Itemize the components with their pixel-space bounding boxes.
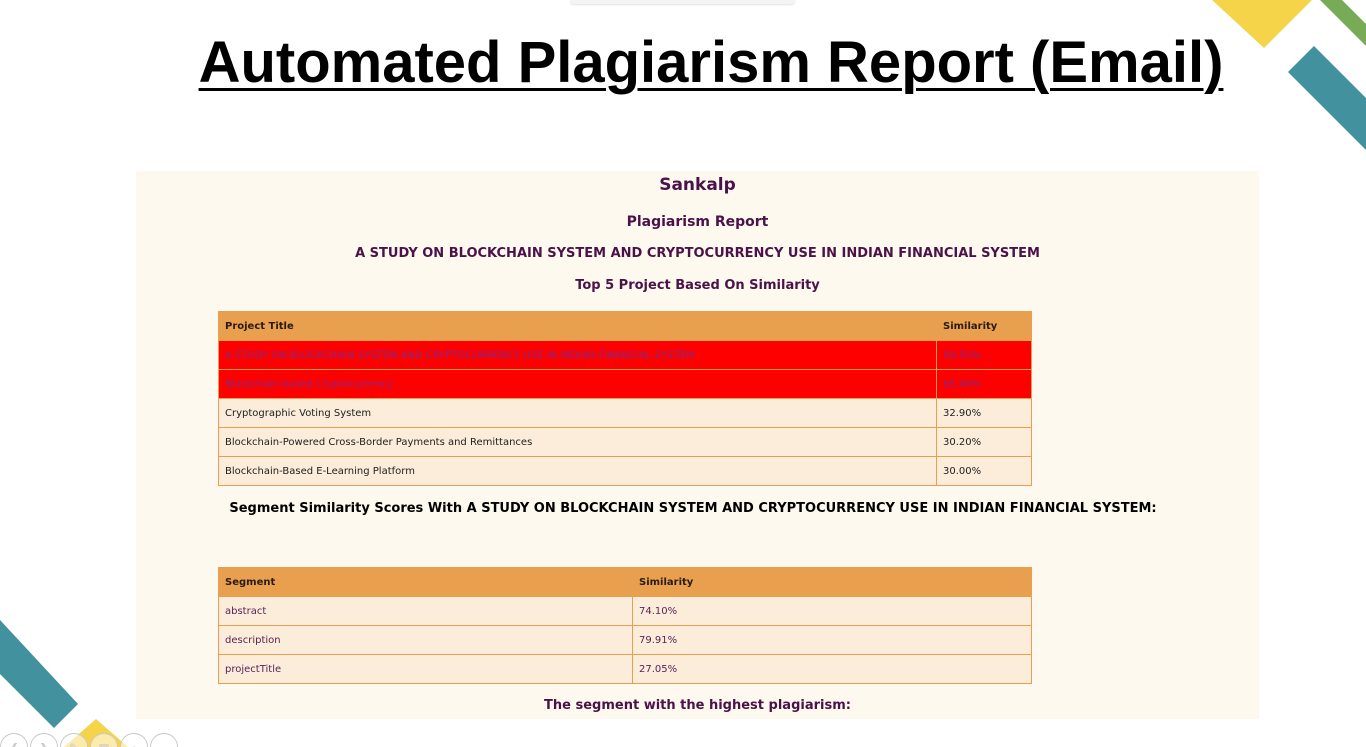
similarity-cell: 32.90% <box>936 398 1032 428</box>
email-report-panel: Sankalp Plagiarism Report A STUDY ON BLO… <box>136 171 1259 719</box>
table-row: description 79.91% <box>218 625 1032 655</box>
similarity-cell: 74.10% <box>632 596 1032 626</box>
top-projects-table: Project Title Similarity A STUDY ON BLOC… <box>218 311 1032 486</box>
table-row: Blockchain-Powered Cross-Border Payments… <box>218 427 1032 457</box>
pen-icon[interactable]: ✎ <box>60 733 88 747</box>
table-header-row: Segment Similarity <box>218 567 1032 597</box>
magnifier-icon[interactable]: ⌕ <box>120 733 148 747</box>
segment-name-cell: abstract <box>218 596 633 626</box>
project-title-cell: Blockchain-based Cryptocurrency <box>218 369 937 399</box>
teal-ribbon-shape <box>0 620 78 728</box>
segment-name-cell: description <box>218 625 633 655</box>
bottom-left-decoration <box>0 620 128 747</box>
project-name: A STUDY ON BLOCKCHAIN SYSTEM AND CRYPTOC… <box>355 246 1040 261</box>
column-header-segment: Segment <box>218 567 633 597</box>
table-row: projectTitle 27.05% <box>218 654 1032 684</box>
segment-scores-heading: Segment Similarity Scores With A STUDY O… <box>229 501 1157 516</box>
similarity-cell: 30.00% <box>936 456 1032 486</box>
report-title: Plagiarism Report <box>626 214 769 230</box>
column-header-similarity: Similarity <box>936 311 1032 341</box>
slideshow-toolbar: ❮ ❯ ✎ ▦ ⌕ ⋯ <box>0 733 178 747</box>
project-title-cell: Blockchain-Based E-Learning Platform <box>218 456 937 486</box>
table-row: Blockchain-Based E-Learning Platform 30.… <box>218 456 1032 486</box>
table-row: Cryptographic Voting System 32.90% <box>218 398 1032 428</box>
similarity-cell: 99.50% <box>936 340 1032 370</box>
top-right-decoration <box>1212 0 1366 150</box>
top-projects-heading: Top 5 Project Based On Similarity <box>575 278 820 293</box>
highest-plagiarism-heading: The segment with the highest plagiarism: <box>544 698 851 713</box>
project-title-cell: Cryptographic Voting System <box>218 398 937 428</box>
segment-name-cell: projectTitle <box>218 654 633 684</box>
yellow-triangle-shape <box>1212 0 1312 48</box>
green-ribbon-shape <box>1320 0 1366 46</box>
grid-icon[interactable]: ▦ <box>90 733 118 747</box>
teal-ribbon-shape <box>1288 46 1366 150</box>
table-row: A STUDY ON BLOCKCHAIN SYSTEM AND CRYPTOC… <box>218 340 1032 370</box>
org-name: Sankalp <box>659 175 736 195</box>
similarity-cell: 27.05% <box>632 654 1032 684</box>
project-title-cell: Blockchain-Powered Cross-Border Payments… <box>218 427 937 457</box>
column-header-project-title: Project Title <box>218 311 937 341</box>
table-header-row: Project Title Similarity <box>218 311 1032 341</box>
project-title-cell: A STUDY ON BLOCKCHAIN SYSTEM AND CRYPTOC… <box>218 340 937 370</box>
table-row: abstract 74.10% <box>218 596 1032 626</box>
similarity-cell: 65.40% <box>936 369 1032 399</box>
more-icon[interactable]: ⋯ <box>150 733 178 747</box>
similarity-cell: 30.20% <box>936 427 1032 457</box>
chevron-left-icon[interactable]: ❮ <box>0 733 28 747</box>
slide-title: Automated Plagiarism Report (Email) <box>198 30 1224 95</box>
column-header-similarity: Similarity <box>632 567 1032 597</box>
chevron-right-icon[interactable]: ❯ <box>30 733 58 747</box>
segment-scores-table: Segment Similarity abstract 74.10% descr… <box>218 567 1032 684</box>
similarity-cell: 79.91% <box>632 625 1032 655</box>
slideshow-top-tab[interactable] <box>570 0 795 4</box>
table-row: Blockchain-based Cryptocurrency 65.40% <box>218 369 1032 399</box>
